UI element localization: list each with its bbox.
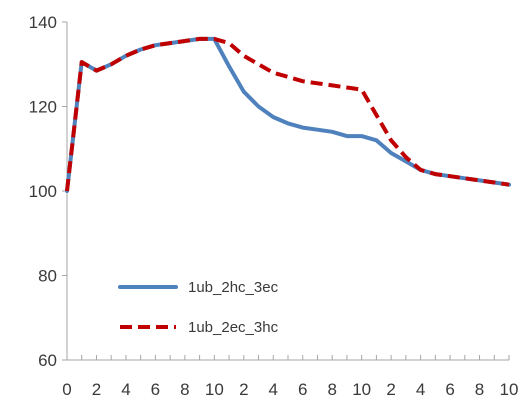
- x-tick-label: 2: [239, 380, 248, 399]
- x-tick-label: 10: [500, 380, 519, 399]
- series-line-1ub_2hc_3ec: [65, 36, 511, 193]
- y-tick-label: 60: [38, 351, 57, 370]
- series-layer: [65, 36, 511, 193]
- legend-label: 1ub_2hc_3ec: [188, 279, 279, 296]
- y-tick-label: 120: [29, 98, 57, 117]
- legend-label: 1ub_2ec_3hc: [188, 319, 279, 336]
- x-tick-label: 0: [62, 380, 71, 399]
- x-tick-label: 4: [121, 380, 130, 399]
- axes: 60 80 100 120 140 0 2 4 6 8 10 2 4 6 8 10 2 4 6 8 10: [29, 13, 519, 399]
- y-tick-label: 100: [29, 182, 57, 201]
- y-tick-label: 80: [38, 267, 57, 286]
- x-tick-label: 8: [327, 380, 336, 399]
- series-line-1ub_2ec_3hc: [65, 36, 510, 192]
- x-tick-label: 10: [205, 380, 224, 399]
- legend: 1ub_2hc_3ec 1ub_2ec_3hc: [118, 279, 279, 336]
- y-tick-label: 140: [29, 13, 57, 32]
- x-tick-label: 6: [298, 380, 307, 399]
- x-tick-label: 2: [92, 380, 101, 399]
- x-tick-label: 8: [475, 380, 484, 399]
- x-tick-label: 2: [386, 380, 395, 399]
- x-tick-label: 4: [416, 380, 425, 399]
- x-tick-label: 6: [151, 380, 160, 399]
- x-tick-label: 10: [352, 380, 371, 399]
- x-tick-label: 8: [180, 380, 189, 399]
- x-tick-label: 6: [445, 380, 454, 399]
- x-tick-label: 4: [269, 380, 278, 399]
